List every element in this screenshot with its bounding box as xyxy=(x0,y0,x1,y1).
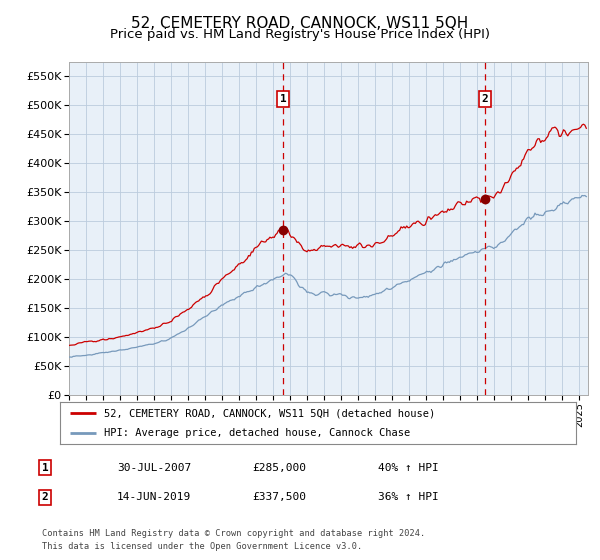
Text: 52, CEMETERY ROAD, CANNOCK, WS11 5QH (detached house): 52, CEMETERY ROAD, CANNOCK, WS11 5QH (de… xyxy=(104,408,435,418)
Text: 1: 1 xyxy=(280,94,286,104)
Text: 40% ↑ HPI: 40% ↑ HPI xyxy=(378,463,439,473)
Text: 2: 2 xyxy=(482,94,488,104)
Text: 1: 1 xyxy=(41,463,49,473)
Text: £285,000: £285,000 xyxy=(252,463,306,473)
Text: £337,500: £337,500 xyxy=(252,492,306,502)
Text: Contains HM Land Registry data © Crown copyright and database right 2024.: Contains HM Land Registry data © Crown c… xyxy=(42,529,425,538)
Text: This data is licensed under the Open Government Licence v3.0.: This data is licensed under the Open Gov… xyxy=(42,542,362,551)
Text: HPI: Average price, detached house, Cannock Chase: HPI: Average price, detached house, Cann… xyxy=(104,428,410,438)
Text: 2: 2 xyxy=(41,492,49,502)
Text: Price paid vs. HM Land Registry's House Price Index (HPI): Price paid vs. HM Land Registry's House … xyxy=(110,28,490,41)
Text: 14-JUN-2019: 14-JUN-2019 xyxy=(117,492,191,502)
Text: 52, CEMETERY ROAD, CANNOCK, WS11 5QH: 52, CEMETERY ROAD, CANNOCK, WS11 5QH xyxy=(131,16,469,31)
Text: 30-JUL-2007: 30-JUL-2007 xyxy=(117,463,191,473)
Text: 36% ↑ HPI: 36% ↑ HPI xyxy=(378,492,439,502)
